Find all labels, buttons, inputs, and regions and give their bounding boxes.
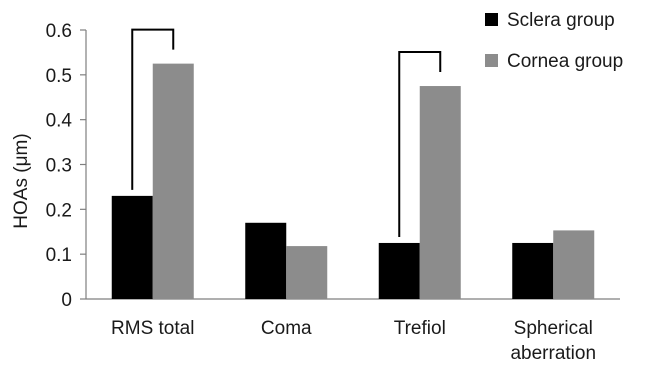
- legend-label: Cornea group: [507, 51, 623, 72]
- category-label: Coma: [261, 318, 312, 339]
- legend-label: Sclera group: [507, 10, 615, 31]
- bars: [111, 63, 595, 300]
- category-label-line: Trefiol: [394, 318, 446, 339]
- y-tick-label: 0: [61, 290, 72, 311]
- category-label-line: aberration: [510, 343, 596, 364]
- category-label-line: RMS total: [111, 318, 194, 339]
- significance-bracket: [131, 28, 175, 190]
- bar: [111, 195, 153, 299]
- y-tick-label: 0.5: [46, 66, 72, 87]
- category-label: RMS total: [111, 318, 194, 339]
- significance-brackets: [131, 28, 442, 237]
- significance-bracket: [398, 51, 442, 237]
- bar: [553, 230, 595, 299]
- legend-swatch: [485, 13, 498, 26]
- category-labels: RMS total Coma Trefiol Spherical aberration: [111, 318, 596, 364]
- bar: [152, 63, 194, 299]
- y-tick-label: 0.1: [46, 245, 72, 266]
- legend-swatch: [485, 54, 498, 67]
- y-tick-label: 0.6: [46, 21, 72, 42]
- y-tick-label: 0.4: [46, 111, 73, 132]
- category-label: Trefiol: [394, 318, 446, 339]
- bar: [512, 242, 554, 299]
- bar: [378, 242, 420, 299]
- legend: Sclera group Cornea group: [485, 10, 623, 72]
- category-label-line: Spherical: [514, 318, 593, 339]
- y-tick-labels: 0 0.1 0.2 0.3 0.4 0.5 0.6: [46, 21, 86, 311]
- bar: [245, 222, 287, 299]
- bar: [286, 246, 328, 299]
- category-label-line: Coma: [261, 318, 312, 339]
- y-tick-label: 0.3: [46, 156, 72, 177]
- y-axis-title: HOAs (μm): [11, 133, 32, 228]
- category-label: Spherical aberration: [510, 318, 596, 364]
- y-tick-label: 0.2: [46, 200, 72, 221]
- bar: [419, 86, 461, 300]
